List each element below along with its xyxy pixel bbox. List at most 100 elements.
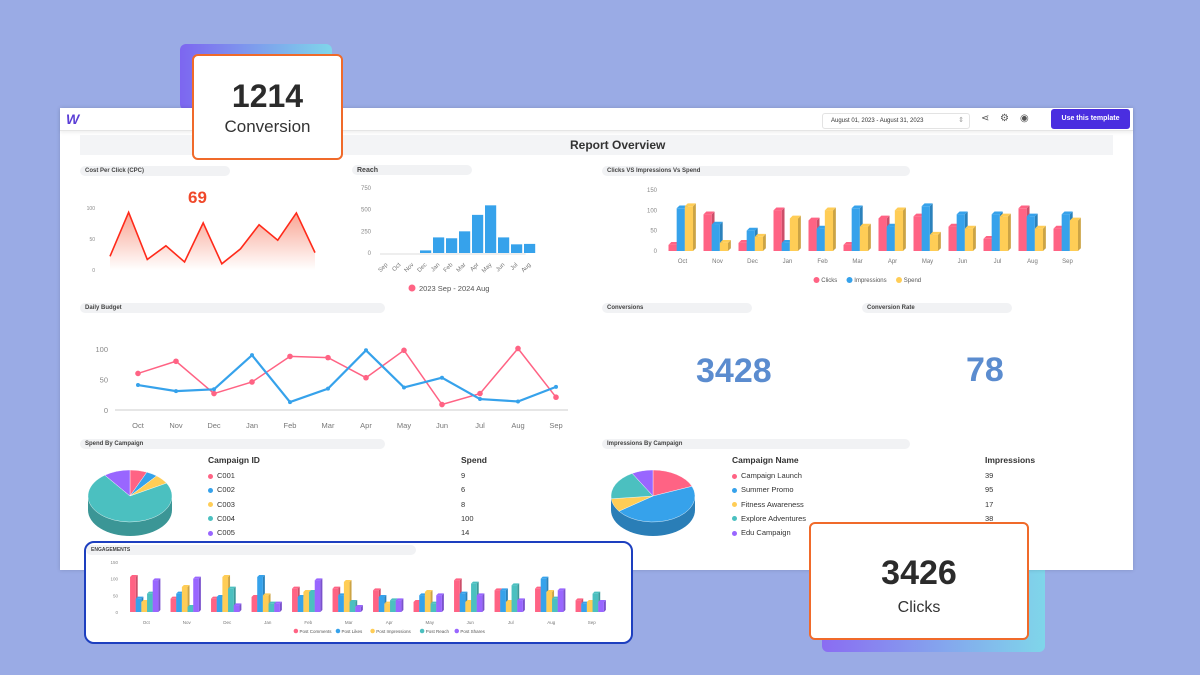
budget-point xyxy=(174,389,178,394)
spend-pie-chart xyxy=(87,469,173,536)
bar-top xyxy=(540,576,549,579)
bar-side xyxy=(1008,213,1011,251)
clicks-card: 3426 Clicks xyxy=(809,522,1029,640)
bar-post-shares xyxy=(517,600,523,612)
gear-icon[interactable]: ⚙ xyxy=(1000,113,1009,124)
bar-top xyxy=(991,211,1003,215)
x-tick-label: Dec xyxy=(223,620,232,625)
bar-spend xyxy=(894,210,903,251)
row-label: C005 xyxy=(217,528,235,538)
pie-slice xyxy=(104,469,131,497)
column-header: Impressions xyxy=(985,455,1036,465)
bar-side xyxy=(938,231,941,251)
impressions-table: Campaign Name Impressions Campaign Launch 3… xyxy=(732,455,1036,542)
budget-line xyxy=(137,347,557,406)
bar-post-comments xyxy=(373,590,379,612)
row-value: 95 xyxy=(985,485,994,495)
bar-side xyxy=(482,593,485,612)
bar-top xyxy=(956,211,968,215)
bar-top xyxy=(557,588,566,591)
x-tick-label: Oct xyxy=(678,259,688,265)
bar-impressions xyxy=(816,228,825,251)
bar-top xyxy=(233,603,242,606)
bar-post-likes xyxy=(338,595,344,612)
panel-title: Conversions xyxy=(602,303,752,313)
panel-title: Impressions By Campaign xyxy=(602,439,910,449)
bar-top xyxy=(808,217,820,221)
eye-icon[interactable]: ◉ xyxy=(1020,113,1029,124)
share-icon[interactable]: ⋖ xyxy=(981,113,990,124)
x-tick-label: Jun xyxy=(958,259,968,265)
budget-point xyxy=(516,399,520,404)
legend-marker xyxy=(846,277,853,283)
bar-top xyxy=(274,601,282,604)
bar-top xyxy=(511,583,520,586)
y-tick-label: 0 xyxy=(115,610,118,615)
dashboard-window: W August 01, 2023 - August 31, 2023 ⇕ ⋖ ⚙… xyxy=(60,108,1133,570)
column-header: Campaign Name xyxy=(732,455,799,465)
clicks-card-value: 3426 xyxy=(881,554,957,592)
bar-side xyxy=(279,601,282,612)
row-value: 38 xyxy=(985,513,994,523)
legend-label: Spend xyxy=(904,278,921,284)
legend-label: Clicks xyxy=(821,278,837,284)
bar-post-impressions xyxy=(424,592,431,612)
use-template-button[interactable]: Use this template xyxy=(1051,109,1130,129)
x-tick-label: Oct xyxy=(132,421,145,430)
bar-post-reach xyxy=(147,593,153,612)
bar-post-impressions xyxy=(262,595,269,612)
bar-top xyxy=(711,221,723,225)
bar-spend xyxy=(964,228,973,251)
app-logo: W xyxy=(66,111,80,127)
x-tick-label: Jan xyxy=(246,421,258,430)
legend-dot xyxy=(732,473,737,479)
legend-marker xyxy=(370,628,375,634)
bar-top xyxy=(130,575,138,577)
legend-dot xyxy=(208,530,213,536)
bar-impressions xyxy=(781,242,790,251)
bar-post-comments xyxy=(454,580,460,612)
row-label: C003 xyxy=(217,499,235,509)
bar-impressions xyxy=(921,206,930,251)
x-tick-label: Sep xyxy=(549,421,562,430)
panel-title: Conversion Rate xyxy=(862,303,1012,313)
x-tick-label: Apr xyxy=(470,262,481,273)
bar-top xyxy=(471,581,479,584)
table-row: C002 6 xyxy=(208,485,508,499)
bar-top xyxy=(193,576,201,579)
bar-top xyxy=(378,595,387,597)
x-tick-label: Nov xyxy=(404,262,416,274)
legend-dot xyxy=(208,473,213,479)
reach-bar xyxy=(433,237,445,253)
page-title: Report Overview xyxy=(570,138,666,152)
x-tick-label: May xyxy=(481,262,493,274)
bar-top xyxy=(754,233,766,237)
x-tick-label: Dec xyxy=(207,421,221,430)
x-tick-label: Aug xyxy=(1027,259,1038,265)
bar-side xyxy=(798,215,801,251)
date-range-picker[interactable]: August 01, 2023 - August 31, 2023 ⇕ xyxy=(822,113,970,129)
y-tick-label: 0 xyxy=(654,249,658,255)
bar-clicks xyxy=(913,216,922,251)
budget-point xyxy=(326,386,330,391)
bar-post-impressions xyxy=(222,577,229,612)
x-tick-label: Feb xyxy=(443,262,455,274)
table-row: Campaign Launch 39 xyxy=(732,471,1032,485)
x-tick-label: Apr xyxy=(360,421,372,430)
y-tick-label: 50 xyxy=(113,593,119,598)
pie-slice xyxy=(610,473,654,499)
budget-point xyxy=(136,383,140,388)
bar-side xyxy=(728,240,731,251)
legend-label: Impressions xyxy=(854,278,886,284)
bar-impressions xyxy=(991,214,1000,251)
row-value: 17 xyxy=(985,499,994,509)
bar-impressions xyxy=(1026,216,1035,251)
budget-point xyxy=(250,353,254,358)
bar-spend xyxy=(1069,220,1078,251)
spend-table: Campaign ID Spend C001 9 C002 6 C003 8 C004 100 C0… xyxy=(208,455,508,542)
bar-post-likes xyxy=(378,597,385,612)
table-row: C004 100 xyxy=(208,514,508,528)
x-tick-label: Jan xyxy=(430,262,441,273)
legend-label: Post Shares xyxy=(460,629,485,634)
row-label: Edu Campaign xyxy=(741,528,791,538)
